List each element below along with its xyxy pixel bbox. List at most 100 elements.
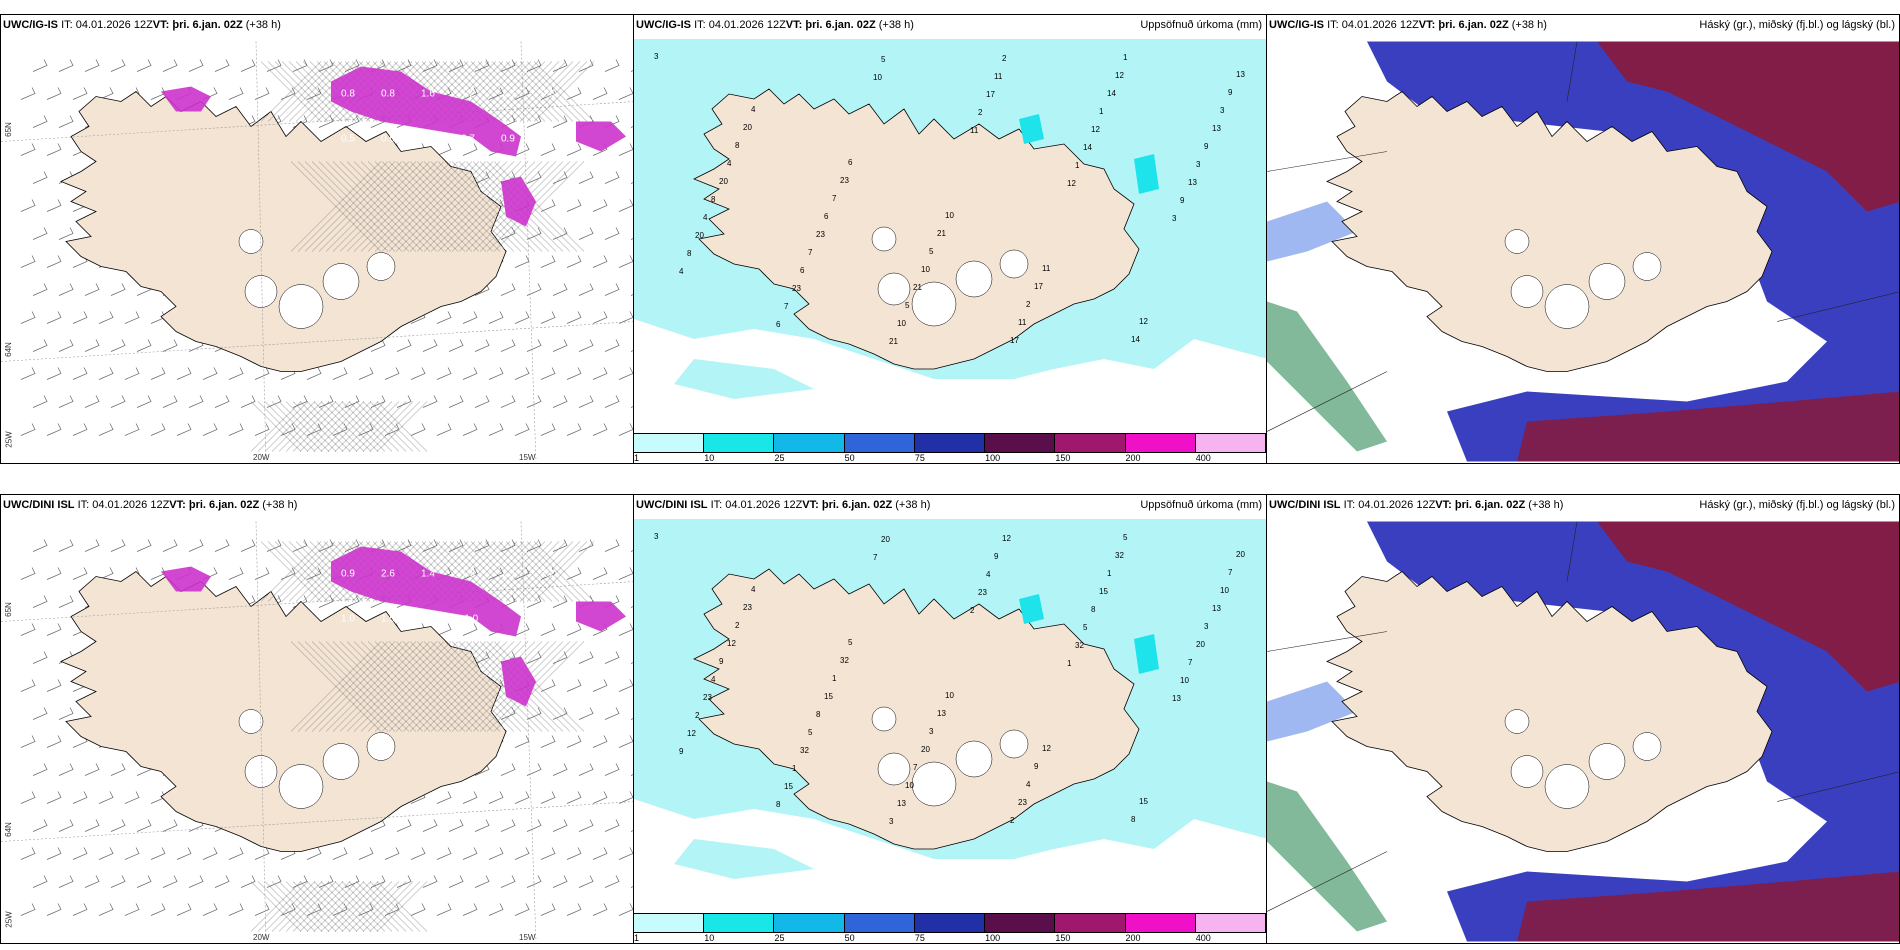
- precip-value-label: 0.5: [341, 134, 355, 145]
- light-precip-area: [674, 359, 814, 399]
- colorbar-tick-label: 200: [1125, 453, 1141, 463]
- map-canvas: 3461011121320232117149875213461011121320…: [634, 39, 1266, 439]
- glacier: [1544, 764, 1590, 809]
- glacier: [278, 284, 324, 329]
- precip-amount-label: 7: [873, 553, 878, 562]
- precip-amount-label: 11: [994, 72, 1003, 81]
- snow-precip-area: [501, 656, 536, 707]
- iceland-land: [1326, 90, 1773, 372]
- precip-amount-label: 1: [1123, 53, 1128, 62]
- precip-amount-label: 13: [1172, 694, 1181, 703]
- precip-amount-label: 11: [1018, 318, 1027, 327]
- colorbar-tick-label: 75: [914, 453, 925, 463]
- colorbar-cell: [774, 434, 845, 452]
- colorbar-cell: [914, 434, 986, 452]
- colorbar-tick-label: 150: [1055, 933, 1071, 943]
- precip-amount-label: 10: [1220, 586, 1229, 595]
- glacier: [238, 229, 264, 254]
- precip-amount-label: 8: [1091, 605, 1096, 614]
- lon-label: 15W: [519, 453, 536, 462]
- colorbar-cell: [634, 914, 705, 932]
- precip-amount-label: 32: [1075, 641, 1084, 650]
- precip-amount-label: 32: [800, 746, 809, 755]
- boundary-line: [1267, 151, 1388, 172]
- precip-amount-label: 15: [1139, 797, 1148, 806]
- lead-time: (+38 h): [1508, 19, 1547, 31]
- precip-amount-label: 1: [792, 764, 797, 773]
- boundary-line: [1267, 371, 1388, 432]
- valid-time: þri. 6.jan. 02Z: [1454, 499, 1526, 511]
- precip-amount-label: 5: [848, 638, 853, 647]
- precip-amount-label: 5: [929, 247, 934, 256]
- precip-amount-label: 9: [1034, 762, 1039, 771]
- precip-amount-label: 12: [727, 639, 736, 648]
- precip-amount-label: 4: [711, 675, 716, 684]
- precip-amount-label: 23: [978, 588, 987, 597]
- glacier: [1544, 284, 1590, 329]
- precip-value-label: 1.2: [461, 89, 475, 100]
- boundary-line: [1566, 521, 1578, 582]
- colorbar-cell: [1125, 914, 1196, 932]
- map-canvas: [1267, 41, 1899, 462]
- precip-amount-label: 7: [832, 194, 837, 203]
- lead-time: (+38 h): [1525, 499, 1564, 511]
- glacier: [1510, 755, 1544, 788]
- precip-value-label: 1.0: [341, 614, 355, 625]
- snow-precip-area: [576, 121, 626, 152]
- colorbar-cell: [634, 434, 705, 452]
- colorbar-cell: [1125, 434, 1196, 452]
- precip-amount-label: 1: [1075, 161, 1080, 170]
- colorbar-tick-label: 400: [1195, 453, 1211, 463]
- glacier: [1504, 709, 1530, 734]
- precip-amount-label: 4: [679, 267, 684, 276]
- precip-amount-label: 15: [784, 782, 793, 791]
- precip-amount-label: 10: [945, 691, 954, 700]
- colorbar-tick-label: 25: [774, 453, 785, 463]
- panel-header: UWC/IG-IS IT: 04.01.2026 12ZVT: þri. 6.j…: [3, 19, 281, 31]
- precip-amount-label: 23: [703, 693, 712, 702]
- init-time: IT: 04.01.2026 12Z: [710, 499, 803, 511]
- moderate-precip-area: [1134, 634, 1159, 674]
- precip-value-label: 0.8: [341, 89, 355, 100]
- precip-amount-label: 2: [1010, 816, 1015, 825]
- precip-amount-label: 12: [1042, 744, 1051, 753]
- precip-value-label: 0.6: [381, 134, 395, 145]
- precip-amount-label: 5: [1083, 623, 1088, 632]
- precip-amount-label: 7: [808, 248, 813, 257]
- precip-amount-label: 4: [751, 105, 756, 114]
- colorbar-cell: [1195, 914, 1266, 932]
- lead-time: (+38 h): [892, 499, 931, 511]
- precip-amount-label: 14: [1083, 143, 1092, 152]
- precip-amount-label: 9: [679, 747, 684, 756]
- colorbar-tick-label: 150: [1055, 453, 1071, 463]
- precip-amount-label: 7: [1228, 568, 1233, 577]
- valid-time-label: VT:: [1418, 19, 1439, 31]
- lat-label: 65N: [3, 122, 13, 137]
- precip-amount-label: 6: [848, 158, 853, 167]
- lat-label: 64N: [3, 342, 13, 357]
- panel-header: UWC/DINI ISL IT: 04.01.2026 12ZVT: þri. …: [1269, 499, 1563, 511]
- precip-amount-label: 6: [776, 320, 781, 329]
- lat-label: 65N: [3, 602, 13, 617]
- precip-amount-label: 11: [1042, 264, 1051, 273]
- light-cloud-area: [1267, 681, 1357, 742]
- precip-amount-label: 9: [1204, 142, 1209, 151]
- precip-amount-label: 1: [1067, 659, 1072, 668]
- precip-amount-label: 2: [1002, 54, 1007, 63]
- precip-amount-label: 7: [913, 763, 918, 772]
- map-canvas: 3451012152023321398721345101215202332139…: [634, 519, 1266, 919]
- colorbar-tick-label: 400: [1195, 933, 1211, 943]
- colorbar-tick-label: 100: [985, 453, 1001, 463]
- lon-label: 25W: [4, 911, 14, 928]
- precip-amount-label: 2: [978, 108, 983, 117]
- glacier: [877, 272, 911, 306]
- precip-amount-label: 21: [913, 283, 922, 292]
- snow-precip-area: [161, 86, 211, 112]
- lon-label: 20W: [253, 933, 270, 942]
- precip-amount-label: 23: [743, 603, 752, 612]
- colorbar-cell: [914, 914, 986, 932]
- precip-amount-label: 6: [824, 212, 829, 221]
- panel-title: Uppsöfnuð úrkoma (mm): [1140, 499, 1262, 511]
- glacier: [366, 732, 396, 761]
- precip-amount-label: 3: [1196, 160, 1201, 169]
